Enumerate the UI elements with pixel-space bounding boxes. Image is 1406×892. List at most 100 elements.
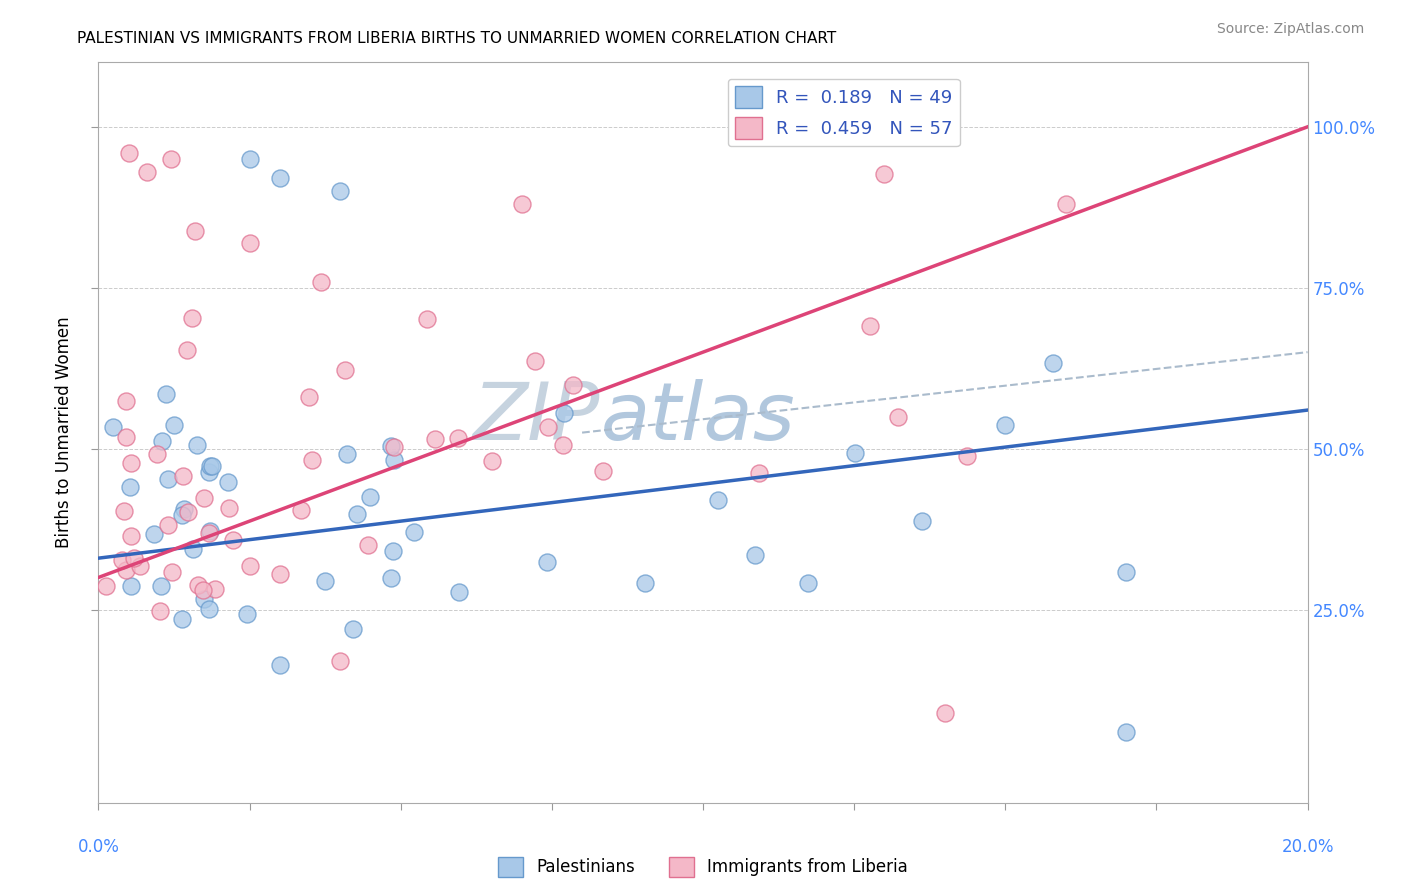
Point [200, 458, 222, 473]
Legend: Palestinians, Immigrants from Liberia: Palestinians, Immigrants from Liberia [492, 850, 914, 884]
Point [118, 480, 141, 494]
Point [956, 450, 979, 464]
Point [145, 447, 167, 461]
Point [382, 441, 405, 455]
Point [198, 465, 221, 479]
Point [357, 538, 380, 552]
Point [170, 612, 193, 626]
Point [551, 438, 574, 452]
Text: 20.0%: 20.0% [1281, 838, 1334, 856]
Point [94, 578, 117, 592]
Point [481, 453, 503, 467]
Point [156, 517, 179, 532]
Point [120, 579, 142, 593]
Point [301, 453, 323, 467]
Point [101, 420, 124, 434]
Point [844, 446, 866, 460]
Point [1115, 566, 1137, 580]
Point [128, 559, 150, 574]
Point [523, 353, 546, 368]
Point [200, 458, 222, 473]
Point [858, 319, 880, 334]
Point [346, 508, 368, 522]
Point [181, 542, 204, 557]
Point [336, 447, 359, 461]
Point [269, 171, 291, 186]
Point [449, 584, 471, 599]
Point [510, 197, 533, 211]
Point [176, 343, 198, 357]
Point [186, 437, 208, 451]
Point [198, 524, 221, 538]
Point [120, 528, 142, 542]
Point [380, 439, 402, 453]
Point [160, 152, 183, 166]
Text: Source: ZipAtlas.com: Source: ZipAtlas.com [1216, 22, 1364, 37]
Point [381, 543, 404, 558]
Point [162, 566, 184, 580]
Point [562, 377, 585, 392]
Point [380, 571, 402, 585]
Point [118, 145, 141, 160]
Y-axis label: Births to Unmarried Women: Births to Unmarried Women [55, 317, 73, 549]
Point [402, 525, 425, 540]
Point [290, 502, 312, 516]
Point [163, 417, 186, 432]
Point [269, 566, 291, 581]
Point [910, 514, 932, 528]
Point [536, 555, 558, 569]
Text: atlas: atlas [600, 379, 794, 457]
Point [335, 363, 357, 377]
Point [797, 576, 820, 591]
Point [187, 577, 209, 591]
Text: 0.0%: 0.0% [77, 838, 120, 856]
Point [309, 276, 332, 290]
Point [239, 235, 262, 250]
Point [222, 533, 245, 548]
Point [172, 468, 194, 483]
Point [634, 575, 657, 590]
Point [170, 508, 193, 522]
Point [269, 657, 291, 672]
Point [112, 504, 135, 518]
Point [157, 472, 180, 486]
Point [592, 464, 614, 478]
Point [382, 452, 405, 467]
Point [173, 501, 195, 516]
Point [193, 582, 215, 597]
Point [748, 466, 770, 480]
Point [236, 607, 259, 621]
Text: ZIP: ZIP [472, 379, 600, 457]
Point [239, 559, 262, 574]
Point [239, 152, 262, 166]
Point [553, 406, 575, 420]
Point [1042, 357, 1064, 371]
Point [110, 552, 132, 566]
Point [707, 493, 730, 508]
Point [873, 168, 896, 182]
Legend: R =  0.189   N = 49, R =  0.459   N = 57: R = 0.189 N = 49, R = 0.459 N = 57 [727, 78, 960, 146]
Point [298, 390, 321, 404]
Point [198, 526, 221, 541]
Point [150, 434, 173, 449]
Text: PALESTINIAN VS IMMIGRANTS FROM LIBERIA BIRTHS TO UNMARRIED WOMEN CORRELATION CHA: PALESTINIAN VS IMMIGRANTS FROM LIBERIA B… [77, 31, 837, 46]
Point [536, 420, 558, 434]
Point [887, 409, 910, 424]
Point [314, 574, 336, 588]
Point [217, 475, 239, 489]
Point [193, 592, 215, 607]
Point [135, 165, 157, 179]
Point [744, 548, 766, 562]
Point [155, 387, 177, 401]
Point [114, 430, 136, 444]
Point [177, 505, 200, 519]
Point [122, 550, 145, 565]
Point [218, 500, 240, 515]
Point [204, 582, 226, 597]
Point [150, 579, 173, 593]
Point [193, 491, 215, 506]
Point [184, 224, 207, 238]
Point [120, 456, 142, 470]
Point [143, 527, 166, 541]
Point [1054, 197, 1077, 211]
